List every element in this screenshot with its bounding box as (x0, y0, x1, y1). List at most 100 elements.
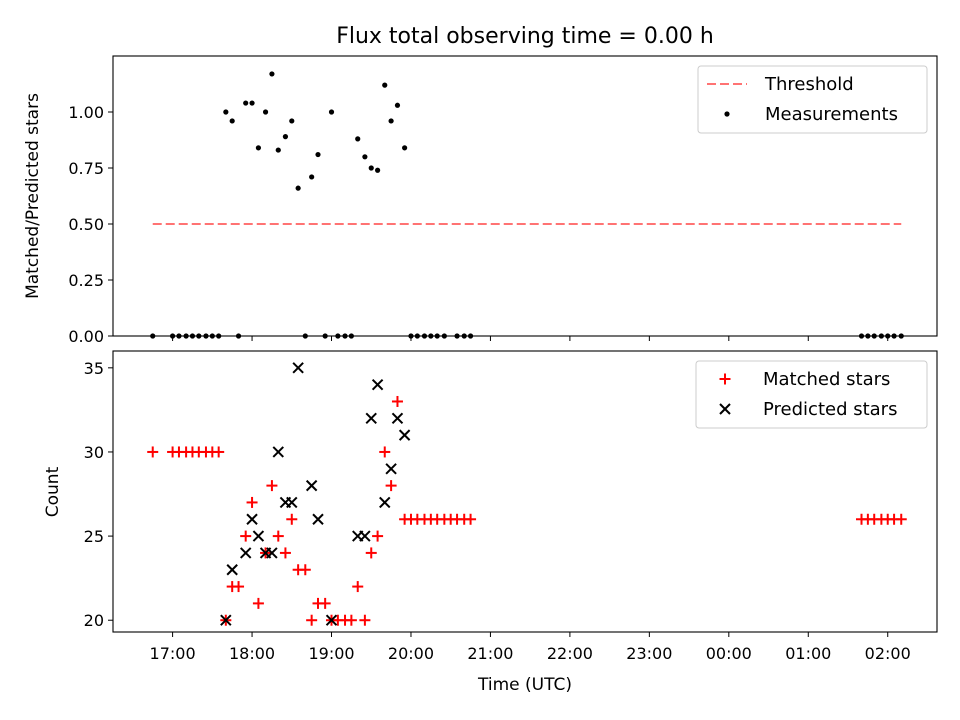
predicted-star-point-b (286, 496, 298, 509)
legend-predicted-marker-b (719, 403, 731, 415)
predicted-star-point-b (266, 547, 278, 559)
bottom-y-tick-label: 20 (84, 611, 104, 630)
measurement-point (375, 167, 381, 173)
predicted-stars-points (220, 362, 411, 626)
predicted-star-point-b (220, 614, 232, 626)
measurement-point (382, 82, 388, 88)
matched-star-point (299, 564, 311, 576)
matched-star-point (345, 614, 357, 626)
top-y-ticks: 0.00 0.25 0.50 0.75 1.00 (68, 103, 113, 346)
bottom-y-ticks: 20 25 30 35 (84, 359, 113, 630)
legend-matched-swatch (719, 373, 731, 385)
bottom-y-axis-label: Count (43, 466, 63, 517)
x-tick-label: 17:00 (150, 644, 196, 663)
legend-threshold-label: Threshold (764, 74, 854, 95)
legend-matched-marker (719, 373, 731, 385)
measurement-point (282, 134, 289, 140)
predicted-star-point-b (391, 412, 404, 425)
bottom-panel: 20 25 30 35 17:00 18:00 19:00 20:00 21:00 22:00 2… (43, 350, 938, 695)
top-y-axis-label: Matched/Predicted stars (23, 93, 43, 299)
x-tick-label: 19:00 (308, 644, 354, 663)
x-tick-label: 00:00 (706, 644, 752, 663)
top-legend-box (697, 65, 928, 134)
predicted-star-point-b (252, 530, 265, 542)
legend-matched-label: Matched stars (763, 369, 890, 390)
predicted-star-point-b (371, 378, 384, 391)
top-y-tick-label: 0.25 (68, 271, 104, 290)
measurement-point (368, 165, 374, 171)
x-tick-label: 20:00 (388, 644, 434, 663)
bottom-y-tick-label: 25 (84, 527, 104, 546)
predicted-star-point (305, 479, 318, 492)
predicted-star-point (239, 547, 252, 559)
matched-star-point (385, 480, 397, 492)
bottom-legend-box (695, 360, 928, 429)
bottom-plot-frame (112, 350, 938, 633)
legend-measurements-label: Measurements (765, 104, 898, 125)
legend-predicted-label: Predicted stars (763, 399, 897, 420)
predicted-star-point (266, 547, 278, 559)
measurement-point (295, 185, 301, 191)
top-y-tick-label: 0.50 (68, 215, 104, 234)
matched-star-point (391, 395, 403, 407)
predicted-star-point (391, 412, 404, 425)
measurement-point (262, 109, 269, 115)
legend-predicted-marker (719, 403, 731, 415)
matched-star-point (286, 513, 298, 525)
predicted-star-point (246, 513, 258, 525)
top-panel: 0.00 0.25 0.50 0.75 1.00 Matched/Predicted s… (23, 55, 938, 346)
measurement-point (315, 151, 321, 158)
measurement-point (289, 118, 295, 124)
x-axis-label: Time (UTC) (477, 675, 572, 695)
measurement-point (223, 109, 229, 115)
x-tick-label: 18:00 (229, 644, 275, 663)
measurement-point (309, 174, 315, 180)
top-legend: Threshold Measurements (697, 65, 928, 134)
matched-star-point (246, 496, 258, 508)
predicted-star-point-b (312, 513, 324, 525)
predicted-star-point (220, 614, 232, 626)
legend-measurements-swatch (724, 111, 730, 117)
matched-star-point (306, 614, 318, 626)
measurement-point (362, 154, 368, 160)
x-tick-label: 02:00 (865, 644, 911, 663)
predicted-star-point (272, 446, 284, 458)
measurement-point (394, 102, 401, 108)
predicted-star-point (398, 429, 411, 441)
legend-predicted-swatch (719, 403, 731, 415)
measurement-point (388, 118, 394, 124)
predicted-star-point (226, 564, 238, 576)
top-y-tick-label: 0.75 (68, 159, 104, 178)
predicted-star-point-b (305, 479, 318, 492)
predicted-star-point-b (325, 614, 338, 626)
predicted-star-point-b (239, 547, 252, 559)
measurement-point (355, 136, 361, 142)
bottom-y-tick-label: 30 (84, 443, 104, 462)
matched-star-point (372, 530, 384, 542)
bottom-legend: Matched stars Predicted stars (695, 360, 928, 429)
measurement-point (275, 147, 281, 153)
predicted-star-point-b (359, 530, 371, 542)
measurement-point (249, 100, 255, 106)
matched-star-point (272, 530, 284, 542)
x-tick-label: 21:00 (467, 644, 513, 663)
matched-star-point (233, 581, 245, 593)
matched-star-point (352, 581, 364, 593)
predicted-star-point (252, 530, 265, 542)
matched-star-point (359, 614, 371, 626)
measurement-point (328, 109, 335, 115)
measurement-point (255, 145, 262, 151)
matched-star-point (279, 547, 291, 559)
predicted-star-point-b (226, 564, 238, 576)
measurement-point (229, 118, 235, 124)
measurement-point (269, 71, 275, 77)
top-y-tick-label: 0.00 (68, 327, 104, 346)
chart-title: Flux total observing time = 0.00 h (336, 24, 714, 49)
predicted-star-point (292, 362, 304, 374)
matched-star-point (213, 446, 225, 458)
predicted-star-point-b (398, 429, 411, 441)
x-tick-label: 01:00 (785, 644, 831, 663)
matched-star-point (365, 547, 377, 559)
predicted-star-point-b (292, 362, 304, 374)
